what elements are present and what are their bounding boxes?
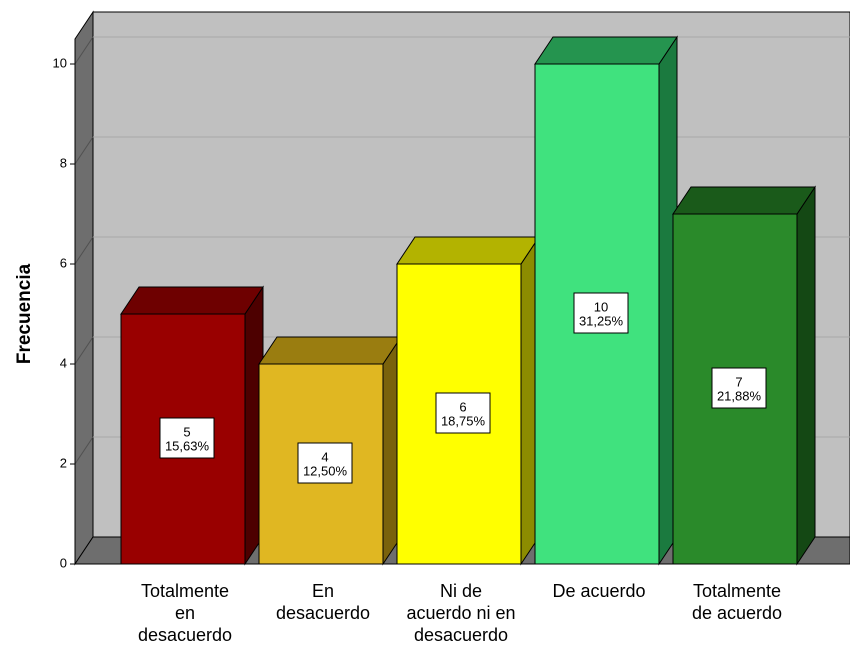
bar-percent-label: 31,25% — [579, 313, 624, 328]
y-tick-label: 4 — [60, 355, 67, 370]
bars-group — [120, 35, 816, 566]
x-category-label: acuerdo ni en — [406, 603, 515, 623]
x-category-label: en — [175, 603, 195, 623]
x-category-label: Totalmente — [693, 581, 781, 601]
x-category-label: En — [312, 581, 334, 601]
y-axis-ticks: 0 2 4 6 8 10 — [53, 39, 76, 570]
x-category-label: Ni de — [440, 581, 482, 601]
bar-data-label: 412,50% — [297, 442, 353, 484]
y-tick-label: 10 — [53, 55, 67, 70]
left-side-wall — [74, 10, 94, 566]
bar-top-face — [396, 236, 540, 265]
x-category-label: desacuerdo — [276, 603, 370, 623]
bar-label-box — [711, 367, 767, 409]
bar-label-box — [435, 392, 491, 434]
bar-data-label: 515,63% — [159, 417, 215, 459]
bar-count-label: 4 — [321, 449, 328, 464]
gridline-side — [74, 436, 94, 465]
bar-count-label: 7 — [735, 374, 742, 389]
bar-top-face — [120, 286, 264, 315]
bar-count-label: 6 — [459, 399, 466, 414]
bar-top-face — [258, 336, 402, 365]
bar-count-label: 5 — [183, 424, 190, 439]
y-tick-label: 6 — [60, 255, 67, 270]
bar-count-label: 10 — [594, 299, 608, 314]
bar-top-face — [534, 36, 678, 65]
bar-top-face — [672, 186, 816, 215]
x-category-label: desacuerdo — [414, 625, 508, 645]
bar — [534, 35, 678, 566]
x-category-label: de acuerdo — [692, 603, 782, 623]
x-category-label: Totalmente — [141, 581, 229, 601]
bar — [672, 185, 816, 566]
bar-data-label: 618,75% — [435, 392, 491, 434]
y-tick-label: 2 — [60, 455, 67, 470]
bar-data-label: 721,88% — [711, 367, 767, 409]
gridline-side — [74, 36, 94, 65]
bar-percent-label: 15,63% — [165, 438, 210, 453]
bar-label-box — [573, 292, 629, 334]
bar-label-box — [297, 442, 353, 484]
gridline-side — [74, 136, 94, 165]
x-category-label: De acuerdo — [552, 581, 645, 601]
y-tick-label: 0 — [60, 555, 67, 570]
bar-percent-label: 21,88% — [717, 388, 762, 403]
bar-percent-label: 12,50% — [303, 463, 348, 478]
bar-percent-label: 18,75% — [441, 413, 486, 428]
y-tick-label: 8 — [60, 155, 67, 170]
y-axis-label: Frecuencia — [14, 263, 35, 364]
gridline-side — [74, 336, 94, 365]
gridline-side — [74, 236, 94, 265]
bar-label-box — [159, 417, 215, 459]
bar-side-face — [796, 185, 816, 566]
x-category-label: desacuerdo — [138, 625, 232, 645]
